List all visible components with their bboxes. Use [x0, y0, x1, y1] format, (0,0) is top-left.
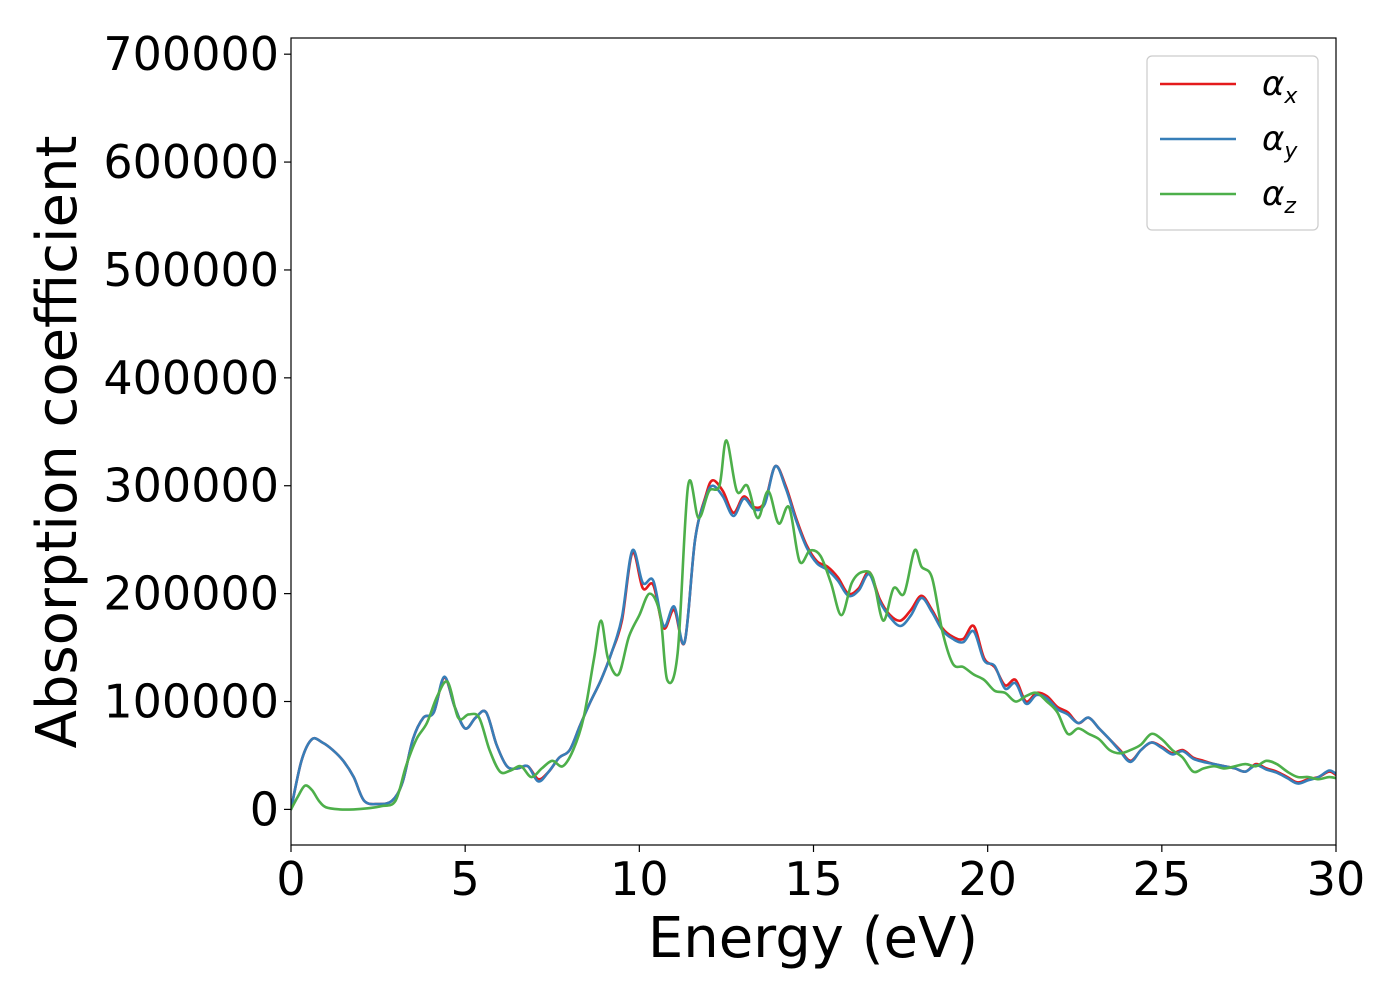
series-line-y	[291, 464, 1336, 811]
series-line-x	[291, 464, 1336, 811]
y-tick-label: 500000	[103, 243, 279, 297]
legend: αx αy αz	[1146, 55, 1319, 231]
x-tick-label: 20	[958, 852, 1017, 906]
y-axis-title: Absorption coefficient	[25, 136, 90, 749]
x-axis-ticks: 0 5 10 15 20 25 30	[276, 845, 1365, 906]
y-axis-ticks: 0 100000 200000 300000 400000 500000 600000 700…	[103, 27, 291, 836]
legend-label-y: αy	[1262, 119, 1298, 164]
legend-label-x: αx	[1262, 64, 1298, 109]
x-tick-label: 25	[1133, 852, 1192, 906]
y-tick-label: 0	[250, 782, 279, 836]
series-line-z	[291, 439, 1336, 811]
legend-box	[1146, 55, 1319, 231]
y-tick-label: 700000	[103, 27, 279, 81]
x-tick-label: 5	[451, 852, 480, 906]
y-tick-label: 200000	[103, 567, 279, 621]
x-tick-label: 15	[784, 852, 843, 906]
y-tick-label: 400000	[103, 351, 279, 405]
x-axis-title: Energy (eV)	[648, 906, 978, 971]
x-tick-label: 10	[610, 852, 669, 906]
x-tick-label: 30	[1307, 852, 1366, 906]
y-tick-label: 300000	[103, 459, 279, 513]
legend-label-z: αz	[1262, 174, 1296, 219]
y-tick-label: 100000	[103, 675, 279, 729]
x-tick-label: 0	[276, 852, 305, 906]
y-tick-label: 600000	[103, 135, 279, 189]
